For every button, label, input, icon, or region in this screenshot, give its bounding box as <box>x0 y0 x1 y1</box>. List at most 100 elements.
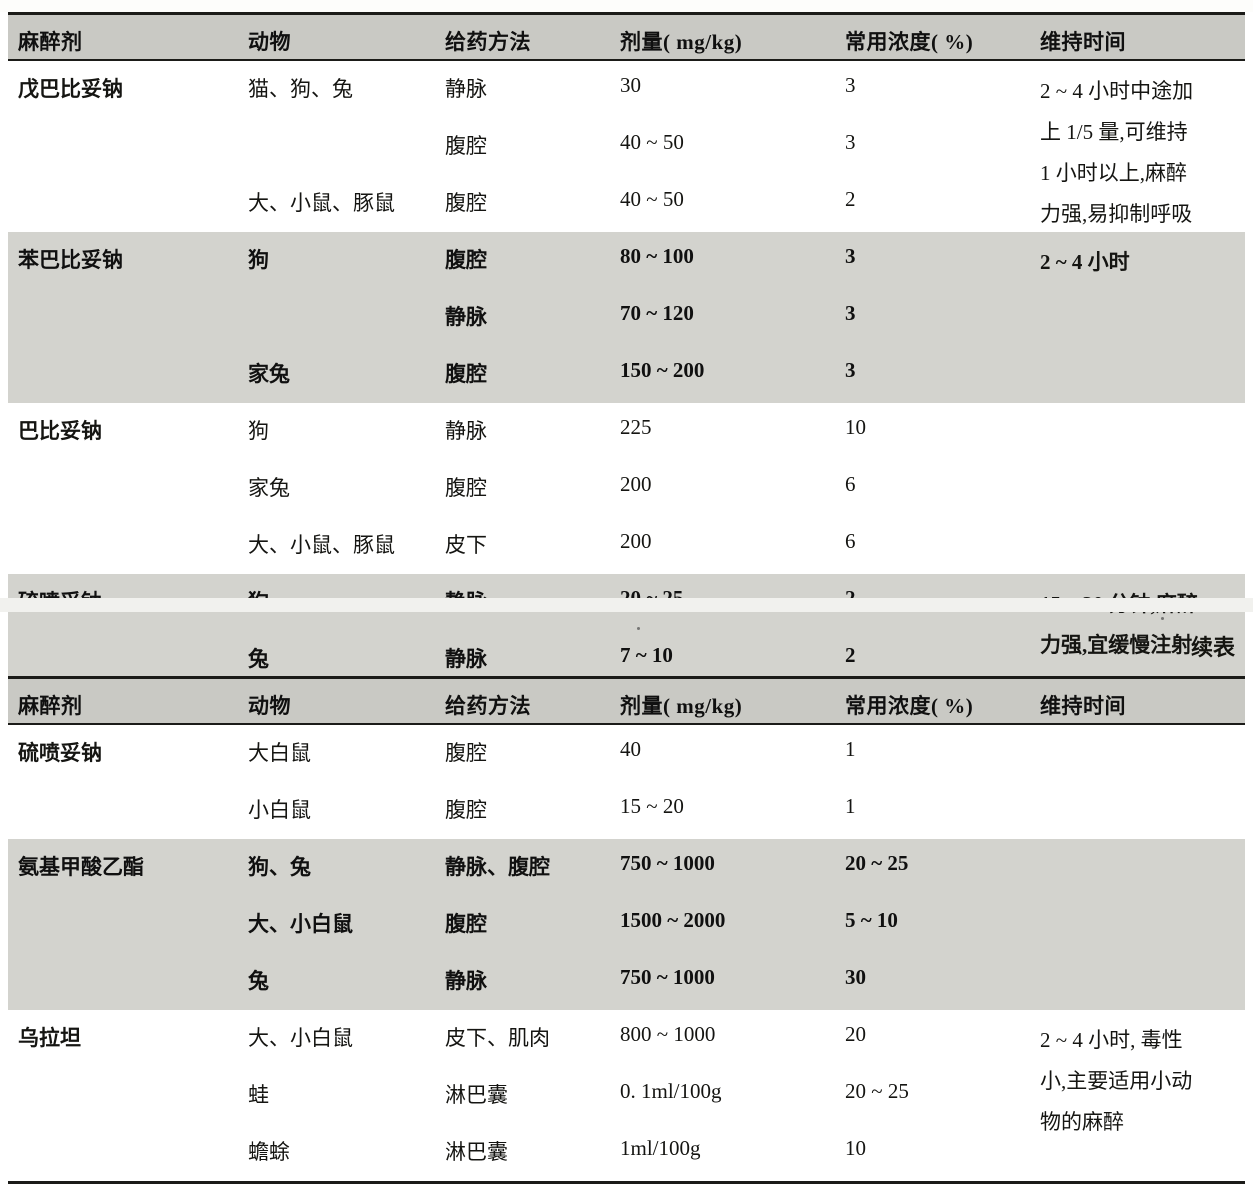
continued-table-label: 续表 <box>1190 635 1235 660</box>
table-row: 蟾蜍 淋巴囊 1ml/100g 10 <box>8 1124 1245 1181</box>
table-row: 巴比妥钠 狗 静脉 225 10 <box>8 403 1245 460</box>
table-row: 硫喷妥钠 大白鼠 腹腔 40 1 <box>8 725 1245 782</box>
cell-route: 淋巴囊 <box>445 1140 508 1164</box>
cell-concentration: 30 <box>845 965 866 989</box>
cell-dose: 7 ~ 10 <box>620 643 673 667</box>
table2-header-route: 给药方法 <box>445 694 531 718</box>
table-row: 戊巴比妥钠 猫、狗、兔 静脉 30 3 <box>8 61 1245 118</box>
scan-speck <box>637 627 640 630</box>
table-row-group: 苯巴比妥钠狗腹腔 80 ~ 100 3 静脉 70 ~ 120 3 家兔 腹腔 150 ~ 20… <box>8 232 1245 403</box>
table-row: 大、小白鼠 腹腔 1500 ~ 2000 5 ~ 10 <box>8 896 1245 953</box>
cell-animal: 狗、兔 <box>248 855 311 879</box>
cell-concentration: 3 <box>845 244 856 268</box>
cell-route: 腹腔 <box>445 798 487 822</box>
cell-dose: 750 ~ 1000 <box>620 965 715 989</box>
table2-header-row: 麻醉剂 动物 给药方法 剂量( mg/kg) 常用浓度( %) 维持时间 <box>8 679 1245 723</box>
cell-route: 腹腔 <box>445 362 487 386</box>
cell-animal: 大、小鼠、豚鼠 <box>248 533 395 557</box>
table-row: 静脉 70 ~ 120 3 <box>8 289 1245 346</box>
table-row: 兔 静脉 7 ~ 10 2 <box>8 631 1245 688</box>
cell-animal: 蛙 <box>248 1083 269 1107</box>
cell-concentration: 5 ~ 10 <box>845 908 898 932</box>
cell-route: 腹腔 <box>445 476 487 500</box>
cell-route: 皮下 <box>445 533 487 557</box>
cell-animal: 大、小白鼠 <box>248 1026 353 1050</box>
cell-concentration: 3 <box>845 130 856 154</box>
table2-top-rule <box>8 676 1245 679</box>
cell-concentration: 3 <box>845 301 856 325</box>
cell-route: 腹腔 <box>445 248 487 272</box>
table1-header-rule <box>8 59 1245 61</box>
cell-route: 腹腔 <box>445 134 487 158</box>
cell-drug-name: 巴比妥钠 <box>18 419 102 443</box>
table2-header-animal: 动物 <box>248 694 291 718</box>
table2-header-conc: 常用浓度( %) <box>845 694 974 718</box>
cell-animal: 蟾蜍 <box>248 1140 290 1164</box>
table-row-group: 巴比妥钠 狗 静脉 225 10 家兔 腹腔 200 6 大、小鼠、豚鼠 皮下 200 6 <box>8 403 1245 574</box>
cell-drug-name: 戊巴比妥钠 <box>18 77 123 101</box>
cell-animal: 家兔 <box>248 476 290 500</box>
cell-concentration: 6 <box>845 529 856 553</box>
table1-header-drug: 麻醉剂 <box>18 30 83 54</box>
cell-concentration: 1 <box>845 794 856 818</box>
cell-animal: 兔 <box>248 969 269 993</box>
table1-top-rule <box>8 12 1245 15</box>
table2-header-duration: 维持时间 <box>1040 694 1126 718</box>
table1-header-duration: 维持时间 <box>1040 30 1126 54</box>
table-row: 家兔 腹腔 200 6 <box>8 460 1245 517</box>
cell-route: 腹腔 <box>445 912 487 936</box>
table-row-group: 戊巴比妥钠 猫、狗、兔 静脉 30 3 腹腔 40 ~ 50 3 大、小鼠、豚鼠 腹腔 40 ~ 5… <box>8 61 1245 232</box>
cell-drug-name: 氨基甲酸乙酯 <box>18 855 144 879</box>
cell-route: 静脉 <box>445 77 487 101</box>
table1-header-row: 麻醉剂 动物 给药方法 剂量( mg/kg) 常用浓度( %) 维持时间 <box>8 15 1245 59</box>
table1-header-conc: 常用浓度( %) <box>845 30 974 54</box>
table-row: 大、小鼠、豚鼠 腹腔 40 ~ 50 2 <box>8 175 1245 232</box>
cell-dose: 40 ~ 50 <box>620 187 684 211</box>
cell-concentration: 1 <box>845 737 856 761</box>
cell-dose: 200 <box>620 529 652 553</box>
table2-header-drug: 麻醉剂 <box>18 694 83 718</box>
cell-concentration: 3 <box>845 73 856 97</box>
cell-animal: 大白鼠 <box>248 741 311 765</box>
table-row: 苯巴比妥钠 狗 腹腔 80 ~ 100 3 <box>8 232 1245 289</box>
anesthetic-dosage-table-1: 麻醉剂 动物 给药方法 剂量( mg/kg) 常用浓度( %) 维持时间 戊巴比… <box>0 12 1253 691</box>
cell-route: 淋巴囊 <box>445 1083 508 1107</box>
cell-animal: 猫、狗、兔 <box>248 77 353 101</box>
cell-dose: 800 ~ 1000 <box>620 1022 716 1046</box>
cell-dose: 0. 1ml/100g <box>620 1079 722 1103</box>
table1-header-animal: 动物 <box>248 30 291 54</box>
cell-route: 静脉 <box>445 305 487 329</box>
cell-animal: 大、小白鼠 <box>248 912 353 936</box>
table-row: 家兔 腹腔 150 ~ 200 3 <box>8 346 1245 403</box>
cell-concentration: 3 <box>845 358 856 382</box>
table-row: 大、小鼠、豚鼠 皮下 200 6 <box>8 517 1245 574</box>
table-row: 腹腔 40 ~ 50 3 <box>8 118 1245 175</box>
cell-route: 静脉 <box>445 647 487 671</box>
cell-route: 静脉 <box>445 969 487 993</box>
cell-route: 静脉 <box>445 419 487 443</box>
cell-animal: 狗 <box>248 248 269 272</box>
cell-dose: 15 ~ 20 <box>620 794 684 818</box>
anesthetic-dosage-table-2: 麻醉剂 动物 给药方法 剂量( mg/kg) 常用浓度( %) 维持时间 硫喷妥… <box>0 676 1253 1184</box>
table-row: 兔 静脉 750 ~ 1000 30 <box>8 953 1245 1010</box>
table2-header-rule <box>8 723 1245 725</box>
cell-concentration: 6 <box>845 472 856 496</box>
cell-concentration: 20 <box>845 1022 866 1046</box>
table-row-group: 氨基甲酸乙酯 狗、兔 静脉、腹腔 750 ~ 1000 20 ~ 25 大、小白鼠 腹腔 15… <box>8 839 1245 1010</box>
cell-route: 腹腔 <box>445 741 487 765</box>
cell-dose: 225 <box>620 415 652 439</box>
cell-dose: 1ml/100g <box>620 1136 701 1160</box>
table-row: 乌拉坦 大、小白鼠 皮下、肌肉 800 ~ 1000 20 <box>8 1010 1245 1067</box>
cell-route: 腹腔 <box>445 191 487 215</box>
table2-body: 硫喷妥钠 大白鼠 腹腔 40 1 小白鼠 腹腔 15 ~ 20 1 氨基甲酸乙酯 狗、兔 静脉、腹腔 7… <box>8 725 1245 1181</box>
cell-duration: 2 ~ 4 小时 <box>1040 250 1130 274</box>
cell-dose: 750 ~ 1000 <box>620 851 715 875</box>
cell-dose: 1500 ~ 2000 <box>620 908 726 932</box>
cell-animal: 狗 <box>248 419 269 443</box>
cell-animal: 兔 <box>248 647 269 671</box>
table-row-group: 硫喷妥钠狗静脉20 ~ 252兔静脉7 ~ 10215 ~ 30 分钟,麻醉 力… <box>8 574 1245 688</box>
cell-drug-name: 乌拉坦 <box>18 1026 81 1050</box>
cell-dose: 200 <box>620 472 652 496</box>
cell-drug-name: 硫喷妥钠 <box>18 741 102 765</box>
cell-drug-name: 苯巴比妥钠 <box>18 248 123 272</box>
